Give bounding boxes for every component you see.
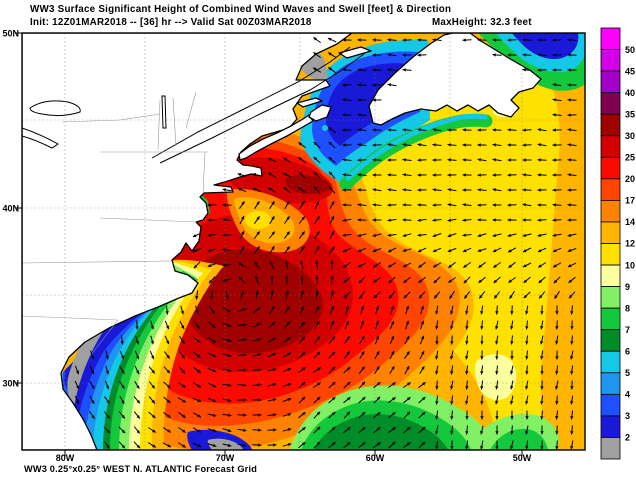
colorbar-cell bbox=[600, 49, 621, 72]
contour-12-14-right bbox=[542, 33, 585, 450]
colorbar-cell bbox=[600, 113, 621, 137]
latitude-axis: 50N 40N 30N bbox=[2, 29, 22, 389]
arrow-shafts bbox=[74, 36, 577, 450]
map-border bbox=[21, 32, 586, 451]
lat-lon-gridlines bbox=[22, 33, 585, 450]
colorbar-tick-label: 30 bbox=[625, 131, 635, 141]
st-lawrence-river-south bbox=[159, 53, 365, 164]
colorbar-cell bbox=[600, 286, 621, 309]
colorbar-cell bbox=[600, 329, 621, 352]
max-height-label: MaxHeight: 32.3 feet bbox=[432, 17, 532, 28]
colorbar-tick-label: 9 bbox=[625, 282, 630, 292]
bottom-green-7b bbox=[490, 428, 548, 450]
colorbar-cell bbox=[600, 415, 621, 438]
storm-core-30 bbox=[183, 249, 323, 354]
lake-erie bbox=[22, 127, 59, 149]
colorbar-tick-label: 14 bbox=[625, 217, 635, 227]
map-area bbox=[22, 33, 585, 450]
nf-cyan-fringe bbox=[345, 113, 488, 181]
st-lawrence-river bbox=[151, 46, 351, 159]
colorbar-tick-label: 3 bbox=[625, 411, 630, 421]
land-mainland bbox=[22, 33, 353, 450]
ns-cyan-spot2 bbox=[322, 125, 328, 131]
colorbar-tick-label: 45 bbox=[625, 66, 635, 76]
lat-label: 40N bbox=[2, 204, 19, 214]
colorbar-tick-label: 35 bbox=[625, 109, 635, 119]
colorbar-cell bbox=[600, 372, 621, 395]
colorbar-cell bbox=[600, 221, 621, 244]
lon-label: 60W bbox=[366, 453, 385, 463]
colorbar-cell bbox=[600, 27, 621, 50]
colorbar-tick-label: 2 bbox=[625, 433, 630, 443]
colorbar-cell bbox=[600, 350, 621, 374]
colorbar-cell bbox=[600, 307, 621, 331]
colorbar-tick-label: 8 bbox=[625, 303, 630, 313]
colorbar-cell bbox=[600, 70, 621, 94]
colorbar-tick-label: 12 bbox=[625, 239, 635, 249]
title-line2: Init: 12Z01MAR2018 -- [36] hr --> Valid … bbox=[30, 17, 312, 28]
colorbar-cell bbox=[600, 92, 621, 115]
wedge-10 bbox=[245, 211, 271, 229]
colorbar-cell bbox=[600, 199, 621, 223]
land-pei bbox=[296, 97, 323, 108]
land-anticosti bbox=[338, 46, 372, 59]
colorbar-tick-label: 10 bbox=[625, 260, 635, 270]
colorbar-tick-label: 20 bbox=[625, 174, 635, 184]
lon-label: 50W bbox=[513, 453, 532, 463]
colorbar-cell bbox=[600, 135, 621, 158]
state-borders bbox=[22, 91, 208, 357]
footer-label: WW3 0.25°x0.25° WEST N. ATLANTIC Forecas… bbox=[24, 464, 257, 474]
colorbar-tick-label: 4 bbox=[625, 390, 630, 400]
gom-core-30 bbox=[285, 175, 331, 194]
land-cape-breton bbox=[308, 104, 332, 122]
colorbar-legend: 50 45 40 35 30 25 20 17 14 12 10 9 8 7 6 5 4 3 2 bbox=[600, 27, 635, 460]
title-line1: WW3 Surface Significant Height of Combin… bbox=[30, 4, 451, 15]
colorbar-cell bbox=[600, 156, 621, 180]
lon-label: 70W bbox=[216, 453, 235, 463]
colorbar-tick-label: 40 bbox=[625, 88, 635, 98]
colorbar-cell bbox=[600, 393, 621, 417]
colorbar-tick-label: 25 bbox=[625, 153, 635, 163]
colorbar-cell bbox=[600, 264, 621, 287]
colorbar-tick-label: 7 bbox=[625, 325, 630, 335]
colorbar-cell bbox=[600, 178, 621, 201]
land-newfoundland bbox=[368, 33, 542, 126]
ne-corner-blue bbox=[512, 33, 579, 60]
wave-direction-arrows bbox=[74, 36, 577, 450]
lake-ontario bbox=[29, 100, 81, 117]
colorbar-tick-label: 5 bbox=[625, 368, 630, 378]
lake-champlain bbox=[161, 95, 167, 129]
colorbar-cell bbox=[600, 243, 621, 266]
lon-label: 80W bbox=[56, 453, 75, 463]
colorbar-tick-label: 6 bbox=[625, 346, 630, 356]
coastal-gray bbox=[67, 318, 112, 408]
lat-label: 50N bbox=[2, 29, 19, 39]
colorbar-tick-label: 17 bbox=[625, 196, 635, 206]
bottom-green-6 bbox=[314, 414, 448, 450]
land-nova-scotia bbox=[238, 114, 314, 161]
colorbar-cell bbox=[600, 437, 621, 460]
colorbar-tick-label: 50 bbox=[625, 45, 635, 55]
longitude-axis: 80W 70W 60W 50W bbox=[56, 450, 532, 463]
contour-9-10-patch bbox=[474, 354, 517, 401]
lat-label: 30N bbox=[2, 379, 19, 389]
